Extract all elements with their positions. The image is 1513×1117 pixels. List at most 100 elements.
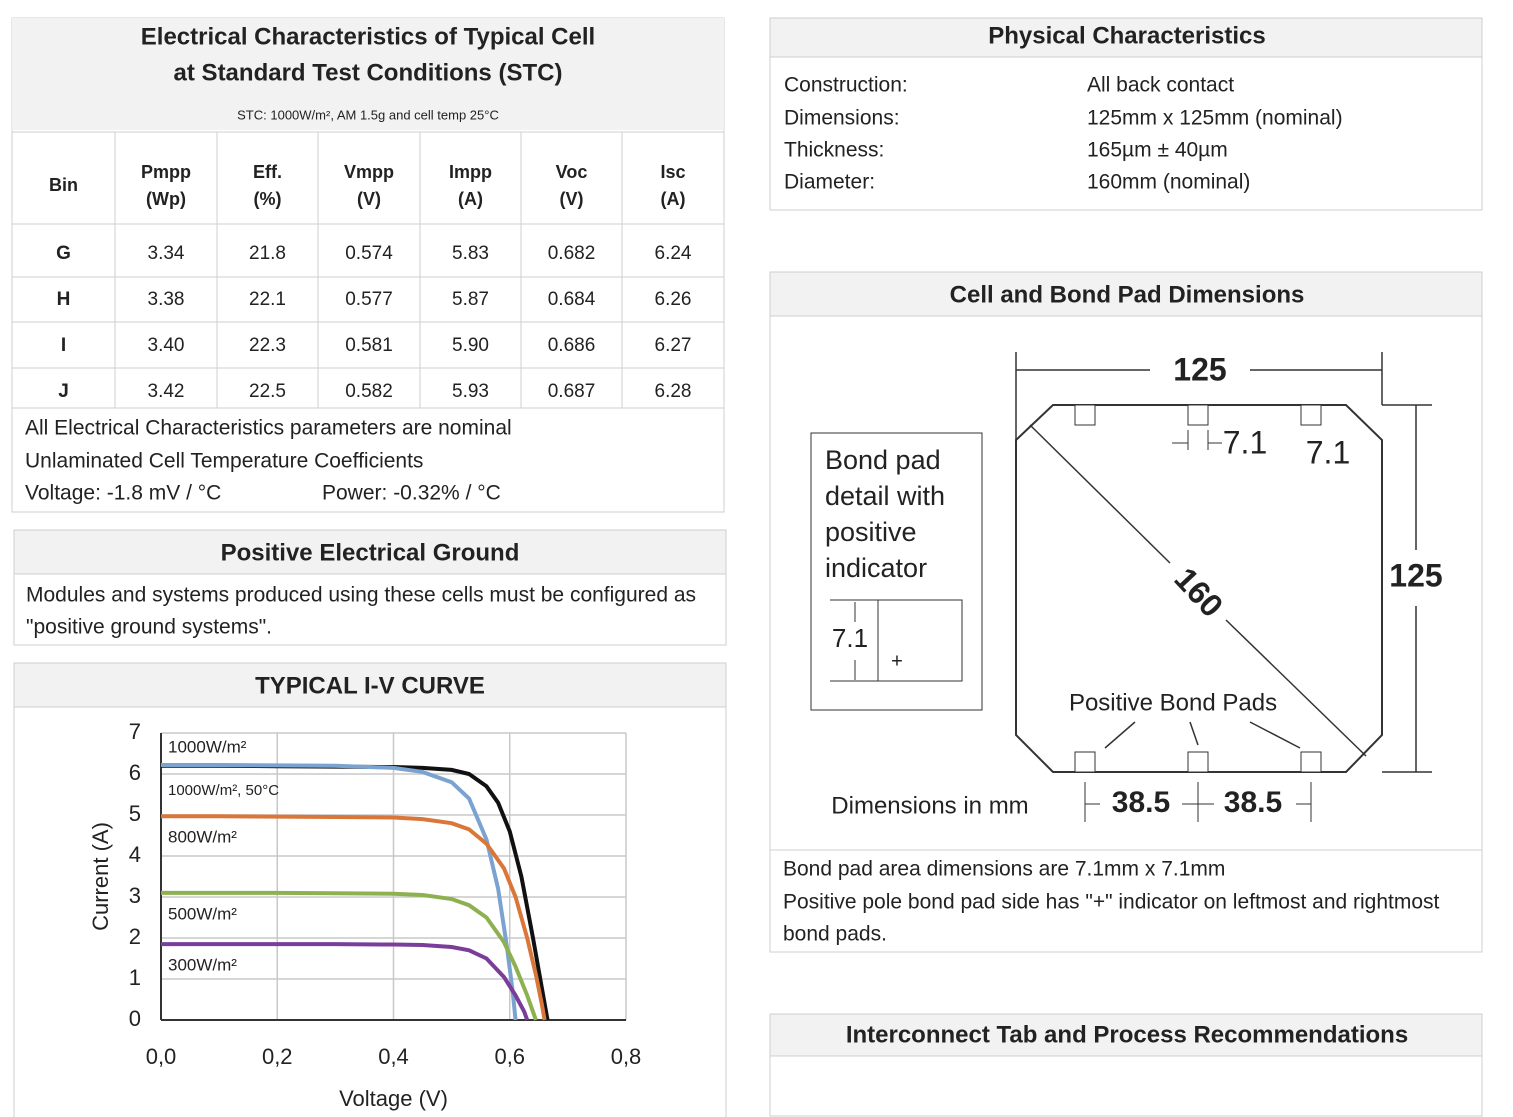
note: Bond pad area dimensions are 7.1mm x 7.1…: [783, 858, 1225, 881]
x-tick-label: 0,4: [378, 1044, 409, 1069]
table-header: Impp: [449, 162, 492, 182]
y-tick-label: 1: [129, 965, 141, 990]
detail-text: detail with: [825, 481, 945, 511]
legend-label: 1000W/m², 50°C: [168, 782, 279, 799]
value: 125mm x 125mm (nominal): [1087, 107, 1343, 130]
chart-title: TYPICAL I-V CURVE: [255, 672, 485, 699]
x-tick-label: 0,2: [262, 1044, 293, 1069]
x-tick-label: 0,8: [611, 1044, 642, 1069]
dimension-label: 7.1: [1223, 424, 1267, 460]
panel-header: [769, 1013, 1483, 1057]
table-cell: 5.87: [452, 289, 489, 310]
panel-title: Physical Characteristics: [988, 22, 1266, 49]
dimension-label: 125: [1173, 351, 1226, 387]
table-cell: 0.582: [345, 381, 393, 402]
bond-pad: [1074, 751, 1096, 773]
y-tick-label: 2: [129, 924, 141, 949]
table-header: Eff.: [253, 162, 282, 182]
dimension-label: 38.5: [1112, 786, 1170, 819]
panel-title: Positive Electrical Ground: [221, 539, 520, 566]
table-cell: 0.686: [548, 335, 596, 356]
table-header: (Wp): [146, 189, 186, 209]
table-cell: 22.3: [249, 335, 286, 356]
table-cell: 0.581: [345, 335, 393, 356]
note: Positive pole bond pad side has "+" indi…: [783, 891, 1440, 914]
panel-title: Cell and Bond Pad Dimensions: [950, 281, 1305, 308]
table-cell: 3.42: [148, 381, 185, 402]
table-cell: 6.24: [655, 243, 692, 264]
legend-label: 300W/m²: [168, 955, 237, 974]
note: bond pads.: [783, 923, 887, 946]
table-header: (%): [254, 189, 282, 209]
dimension-label: 38.5: [1224, 786, 1282, 819]
label: Dimensions:: [784, 107, 900, 130]
detail-text: indicator: [825, 553, 927, 583]
dimension-line: [1029, 424, 1171, 564]
panel-header: [13, 529, 727, 575]
note: Voltage: -1.8 mV / °C: [25, 482, 221, 505]
value: All back contact: [1087, 74, 1234, 97]
panel-title: Interconnect Tab and Process Recommendat…: [846, 1021, 1408, 1048]
y-tick-label: 7: [129, 719, 141, 744]
table-header: (A): [661, 189, 686, 209]
table-cell: H: [57, 289, 71, 310]
bond-pad: [1300, 404, 1322, 426]
x-axis-label: Voltage (V): [339, 1086, 448, 1111]
note: All Electrical Characteristics parameter…: [25, 417, 512, 440]
x-tick-label: 0,6: [494, 1044, 525, 1069]
cell-outline: [1015, 404, 1383, 773]
table-cell: 0.684: [548, 289, 596, 310]
indicator: +: [891, 650, 903, 672]
table-header: Voc: [556, 162, 588, 182]
table-cell: 5.90: [452, 335, 489, 356]
legend-label: 800W/m²: [168, 827, 237, 846]
label: Diameter:: [784, 171, 875, 194]
table-cell: 22.1: [249, 289, 286, 310]
table-cell: J: [58, 381, 69, 402]
panel-header: [12, 18, 724, 130]
table-cell: 3.34: [148, 243, 185, 264]
y-tick-label: 3: [129, 883, 141, 908]
panel-title: Electrical Characteristics of Typical Ce…: [141, 23, 595, 50]
leader: [1189, 721, 1199, 746]
table-cell: 6.27: [655, 335, 692, 356]
y-tick-label: 5: [129, 801, 141, 826]
label: Thickness:: [784, 139, 884, 162]
bond-pad: [1187, 751, 1209, 773]
leader: [1104, 721, 1136, 749]
label: Construction:: [784, 74, 908, 97]
panel-header: [13, 662, 727, 708]
table-cell: 3.38: [148, 289, 185, 310]
bond-pad: [1074, 404, 1096, 426]
dimension-label: 7.1: [832, 623, 868, 653]
series-line: [161, 890, 538, 1021]
dimension-label: 7.1: [1306, 434, 1350, 470]
value: 165µm ± 40µm: [1087, 139, 1228, 162]
diagram-label: Positive Bond Pads: [1069, 689, 1277, 716]
detail-text: positive: [825, 517, 917, 547]
series-line: [161, 814, 547, 1021]
table-header: (A): [458, 189, 483, 209]
table-header: Isc: [660, 162, 685, 182]
table-cell: I: [61, 335, 66, 356]
paragraph: Modules and systems produced using these…: [26, 584, 696, 607]
bond-pad: [1300, 751, 1322, 773]
table-cell: 0.577: [345, 289, 393, 310]
paragraph: "positive ground systems".: [26, 616, 272, 639]
table-cell: 5.83: [452, 243, 489, 264]
table-cell: 21.8: [249, 243, 286, 264]
panel-header: [769, 17, 1483, 58]
table-header: Vmpp: [344, 162, 394, 182]
table-cell: 3.40: [148, 335, 185, 356]
dimension-label: 125: [1389, 557, 1442, 593]
legend-label: 1000W/m²: [168, 737, 247, 756]
detail-text: Bond pad: [825, 445, 941, 475]
note: Power: -0.32% / °C: [322, 482, 501, 505]
dimension-line: [1225, 619, 1367, 757]
y-axis-label: Current (A): [88, 822, 113, 931]
y-tick-label: 4: [129, 842, 141, 867]
x-tick-label: 0,0: [146, 1044, 177, 1069]
table-cell: 22.5: [249, 381, 286, 402]
table-header: Bin: [49, 175, 78, 195]
